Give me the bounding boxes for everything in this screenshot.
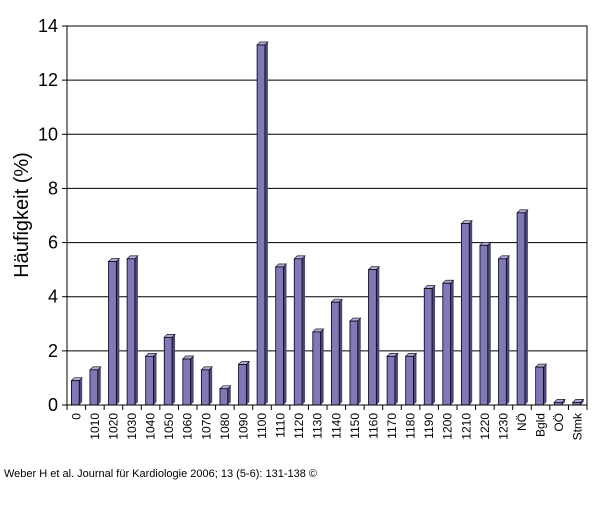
bar-side	[376, 266, 380, 405]
bar	[460, 223, 470, 406]
y-axis-label: Häufigkeit (%)	[11, 152, 33, 278]
x-tick-label: 1080	[218, 413, 232, 440]
x-tick-label: 1100	[255, 413, 269, 439]
x-tick-label: 1060	[181, 413, 195, 440]
x-tick-label: 1130	[311, 413, 325, 439]
bar-side	[394, 353, 398, 405]
bar	[479, 244, 489, 406]
bar	[442, 282, 452, 406]
bar-side	[97, 366, 101, 405]
x-tick-label: 1190	[422, 413, 436, 439]
x-tick-label: 1200	[441, 413, 455, 440]
y-tick-label: 6	[48, 233, 58, 253]
bar	[423, 288, 433, 406]
bar	[386, 355, 396, 406]
y-tick-label: 0	[48, 395, 58, 415]
x-tick-label: 1180	[404, 413, 418, 439]
bar-side	[283, 263, 287, 405]
bar	[405, 355, 414, 406]
bar	[108, 261, 117, 406]
x-tick-label: 1220	[478, 413, 492, 440]
x-tick-label: 1040	[144, 413, 158, 440]
x-tick-label: 1140	[329, 413, 343, 439]
x-tick-label: 1150	[348, 413, 362, 439]
bar-side	[246, 361, 250, 405]
bar-side	[469, 220, 473, 405]
bar-side	[562, 399, 566, 405]
bar-side	[487, 242, 491, 405]
bars	[70, 41, 585, 406]
bar-side	[264, 41, 268, 405]
x-tick-label: 1210	[459, 413, 473, 440]
bar	[126, 258, 136, 406]
bar	[256, 44, 266, 406]
bar-side	[302, 255, 306, 405]
bar-side	[339, 299, 343, 405]
bar-side	[172, 334, 176, 405]
x-tick-label: 1230	[496, 413, 510, 440]
bar-side	[190, 355, 194, 405]
bar-side	[524, 209, 528, 405]
bar-side	[506, 255, 510, 405]
y-tick-label: 12	[38, 70, 58, 90]
bar-side	[413, 353, 417, 405]
bar-side	[209, 366, 213, 405]
bar-side	[432, 285, 436, 405]
bar	[200, 369, 210, 406]
bar-side	[357, 318, 361, 405]
bar	[163, 336, 173, 406]
y-tick-labels: 0 2 4 6 8 10 12 14	[38, 16, 58, 415]
x-tick-label: Bgld	[534, 413, 548, 437]
bar-side	[450, 280, 454, 405]
y-tick-label: 14	[38, 16, 58, 36]
bar	[145, 355, 154, 406]
x-tick-label: NÖ	[515, 413, 529, 431]
x-tick-labels: 0 1010 1020 1030 1040 1050 1060 1070 1080 1090 110…	[69, 412, 584, 440]
x-tick-label: 1010	[88, 413, 102, 440]
x-tick-label: 1120	[292, 413, 306, 439]
citation-text: Weber H et al. Journal für Kardiologie 2…	[4, 468, 318, 480]
bar-side	[116, 258, 120, 405]
x-tick-label: 1030	[125, 413, 139, 440]
y-tick-label: 4	[48, 287, 58, 307]
bar	[275, 266, 284, 406]
y-tick-label: 2	[48, 341, 58, 361]
y-tick-label: 8	[48, 178, 58, 198]
bar	[349, 320, 359, 406]
bar	[238, 363, 247, 406]
x-tick-label: 1050	[162, 413, 176, 440]
x-tick-label: 1170	[385, 413, 399, 439]
bar-side	[153, 353, 157, 405]
x-tick-label: 1090	[236, 413, 250, 440]
y-tick-label: 10	[38, 124, 58, 144]
x-tick-label: OÖ	[552, 413, 566, 432]
bar-chart: 0 2 4 6 8 10 12 14 0 1010 1020 1030 1040 1050 1060 107…	[11, 16, 588, 440]
bar	[516, 212, 526, 406]
bar	[312, 331, 322, 406]
bar-side	[134, 255, 138, 405]
x-tick-label: 1110	[274, 413, 288, 438]
x-tick-label: 1020	[106, 413, 120, 440]
bar	[330, 301, 340, 406]
bar	[182, 358, 192, 406]
bar	[293, 258, 303, 406]
bar	[219, 388, 229, 406]
x-tick-label: 0	[69, 413, 83, 420]
bar-side	[79, 377, 83, 405]
x-tick-label: 1160	[366, 413, 380, 439]
bar	[368, 269, 377, 406]
bar	[89, 369, 99, 406]
bar-side	[543, 364, 547, 405]
x-tick-label: Stmk	[571, 412, 585, 440]
bar	[70, 380, 80, 406]
x-tick-label: 1070	[199, 413, 213, 440]
bar	[498, 258, 507, 406]
bar	[535, 366, 544, 406]
axes	[62, 25, 588, 410]
bar-side	[227, 385, 231, 405]
bar-side	[580, 399, 584, 405]
bar-side	[320, 328, 324, 405]
